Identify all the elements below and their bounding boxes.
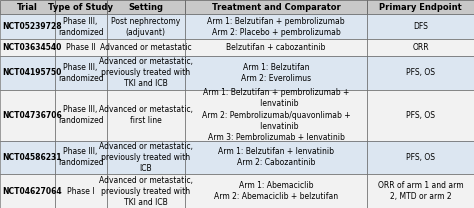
Bar [367,174,474,208]
Text: Arm 1: Belzutifan + pembrolizumab
Arm 2: Placebo + pembrolizumab: Arm 1: Belzutifan + pembrolizumab Arm 2:… [207,17,345,37]
Bar [185,56,367,90]
Bar [107,90,185,141]
Bar [185,141,367,174]
Text: ORR: ORR [412,43,429,52]
Bar [367,14,474,40]
Bar [55,174,107,208]
Text: Setting: Setting [128,3,163,12]
Bar [185,0,367,14]
Text: PFS, OS: PFS, OS [406,68,435,77]
Text: NCT05239728: NCT05239728 [2,22,62,31]
Bar [367,0,474,14]
Bar [55,141,107,174]
Text: Phase I: Phase I [67,187,94,196]
Text: Arm 1: Belzutifan + pembrolizumab +
   lenvatinib
Arm 2: Pembrolizumab/quavonlim: Arm 1: Belzutifan + pembrolizumab + lenv… [202,88,350,142]
Bar [55,56,107,90]
Bar [0,90,55,141]
Bar [367,56,474,90]
Bar [367,141,474,174]
Bar [0,0,55,14]
Bar [0,141,55,174]
Text: Phase III,
randomized: Phase III, randomized [58,63,103,83]
Text: Phase III,
randomized: Phase III, randomized [58,105,103,125]
Text: Phase III,
randomized: Phase III, randomized [58,17,103,37]
Text: ORR of arm 1 and arm
2, MTD or arm 2: ORR of arm 1 and arm 2, MTD or arm 2 [378,181,464,201]
Text: NCT04627064: NCT04627064 [2,187,62,196]
Bar [55,40,107,56]
Bar [0,40,55,56]
Text: Arm 1: Abemaciclib
Arm 2: Abemaciclib + belzutifan: Arm 1: Abemaciclib Arm 2: Abemaciclib + … [214,181,338,201]
Text: NCT04195750: NCT04195750 [2,68,61,77]
Bar [107,56,185,90]
Bar [0,56,55,90]
Text: Primary Endpoint: Primary Endpoint [379,3,462,12]
Text: Type of Study: Type of Study [48,3,113,12]
Text: DFS: DFS [413,22,428,31]
Text: Treatment and Comparator: Treatment and Comparator [212,3,340,12]
Bar [367,90,474,141]
Text: Advanced or metastatic: Advanced or metastatic [100,43,191,52]
Bar [55,14,107,40]
Text: Trial: Trial [17,3,38,12]
Bar [107,141,185,174]
Text: Advanced or metastatic,
previously treated with
TKI and ICB: Advanced or metastatic, previously treat… [99,57,193,88]
Bar [185,90,367,141]
Text: Phase II: Phase II [66,43,95,52]
Text: Arm 1: Belzutifan
Arm 2: Everolimus: Arm 1: Belzutifan Arm 2: Everolimus [241,63,311,83]
Text: Advanced or metastatic,
previously treated with
ICB: Advanced or metastatic, previously treat… [99,142,193,173]
Bar [185,14,367,40]
Bar [107,174,185,208]
Bar [55,90,107,141]
Bar [55,0,107,14]
Text: PFS, OS: PFS, OS [406,111,435,120]
Bar [107,14,185,40]
Bar [0,174,55,208]
Bar [185,40,367,56]
Text: Arm 1: Belzutifan + lenvatinib
Arm 2: Cabozantinib: Arm 1: Belzutifan + lenvatinib Arm 2: Ca… [218,147,334,167]
Bar [107,40,185,56]
Text: Post nephrectomy
(adjuvant): Post nephrectomy (adjuvant) [111,17,181,37]
Text: Advanced or metastatic,
previously treated with
TKI and ICB: Advanced or metastatic, previously treat… [99,176,193,207]
Text: Advanced or metastatic,
first line: Advanced or metastatic, first line [99,105,193,125]
Text: PFS, OS: PFS, OS [406,153,435,162]
Bar [367,40,474,56]
Bar [107,0,185,14]
Text: Belzutifan + cabozantinib: Belzutifan + cabozantinib [227,43,326,52]
Bar [0,14,55,40]
Text: NCT04586231: NCT04586231 [2,153,62,162]
Text: Phase III,
randomized: Phase III, randomized [58,147,103,167]
Text: NCT03634540: NCT03634540 [2,43,61,52]
Text: NCT04736706: NCT04736706 [2,111,62,120]
Bar [185,174,367,208]
